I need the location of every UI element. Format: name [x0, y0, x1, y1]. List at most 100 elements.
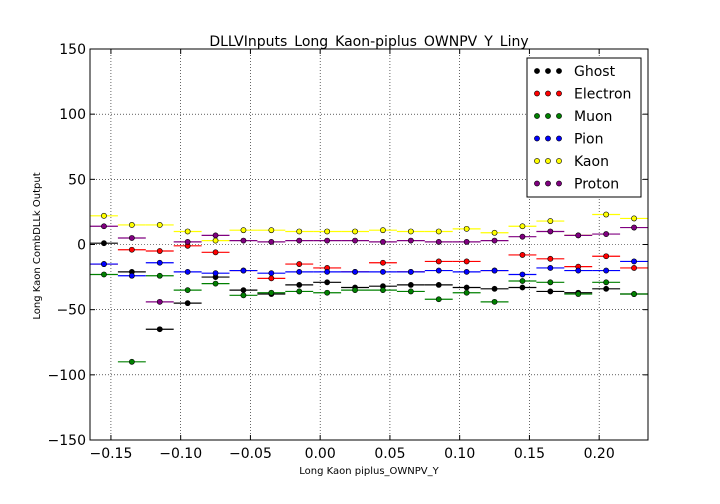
series-pion	[90, 258, 648, 279]
legend-item-muon: Muon	[534, 109, 612, 125]
legend: Ghost Electron Muon Pion Kaon Proton	[526, 57, 642, 198]
data-point	[380, 268, 386, 275]
data-point	[296, 268, 303, 275]
series-layer	[90, 211, 648, 365]
data-point	[101, 261, 107, 267]
data-point	[463, 289, 470, 296]
data-point	[296, 282, 303, 288]
data-point	[547, 265, 554, 271]
data-point	[463, 225, 470, 232]
data-point	[268, 289, 275, 296]
data-point	[575, 291, 582, 297]
series-proton	[90, 223, 648, 305]
data-point	[603, 253, 610, 260]
data-point	[631, 265, 637, 271]
data-point	[324, 268, 331, 275]
y-tick-label: 150	[59, 42, 86, 58]
data-point	[324, 289, 331, 296]
legend-item-ghost: Ghost	[534, 64, 616, 80]
data-point	[156, 259, 163, 266]
data-point	[547, 288, 554, 295]
x-tick-label: 0.10	[444, 446, 475, 462]
data-point	[212, 249, 219, 256]
legend-marker	[534, 90, 540, 97]
data-point	[324, 279, 331, 286]
legend-label: Ghost	[574, 64, 616, 80]
data-point	[519, 284, 526, 291]
x-tick-label: 0.05	[374, 446, 405, 462]
data-point	[575, 232, 582, 239]
y-tick-label: −100	[48, 368, 86, 384]
series-muon	[90, 271, 648, 365]
data-point	[435, 282, 442, 288]
legend-label: Kaon	[574, 154, 609, 170]
data-point	[380, 287, 386, 294]
data-point	[435, 296, 442, 303]
data-point	[519, 278, 526, 284]
legend-item-kaon: Kaon	[534, 154, 609, 170]
data-point	[463, 268, 470, 275]
data-point	[603, 231, 610, 237]
legend-item-pion: Pion	[534, 132, 603, 148]
data-point	[435, 267, 442, 274]
legend-marker	[534, 113, 540, 119]
data-point	[519, 252, 526, 258]
data-point	[352, 287, 358, 294]
data-point	[128, 235, 135, 241]
data-point	[519, 223, 526, 230]
data-point	[268, 275, 275, 282]
legend-item-proton: Proton	[534, 177, 619, 193]
data-point	[128, 246, 135, 253]
data-point	[491, 298, 498, 305]
legend-label: Muon	[574, 109, 612, 125]
data-point	[435, 228, 442, 235]
data-point	[352, 268, 358, 275]
x-tick-label: −0.10	[159, 446, 202, 462]
y-tick-label: 50	[68, 172, 86, 188]
data-point	[184, 228, 191, 235]
x-tick-label: 0.20	[584, 446, 615, 462]
data-point	[184, 238, 191, 245]
data-point	[240, 227, 247, 234]
data-point	[156, 248, 163, 254]
data-point	[547, 279, 554, 286]
data-point	[156, 272, 163, 279]
legend-marker	[545, 180, 551, 187]
legend-marker	[556, 135, 562, 142]
data-point	[268, 227, 275, 234]
legend-marker	[556, 90, 562, 97]
data-point	[352, 237, 358, 244]
data-point	[268, 270, 275, 277]
data-point	[212, 237, 219, 244]
data-point	[407, 282, 414, 288]
legend-marker	[556, 68, 562, 74]
legend-marker	[545, 113, 551, 119]
data-point	[380, 238, 386, 245]
legend-label: Electron	[574, 87, 631, 103]
data-point	[184, 268, 191, 275]
data-point	[240, 237, 247, 244]
y-tick-label: −150	[48, 433, 86, 449]
data-point	[268, 238, 275, 245]
data-point	[128, 272, 135, 279]
legend-marker	[534, 68, 540, 74]
data-point	[324, 237, 331, 244]
y-tick-label: 0	[77, 238, 86, 254]
data-point	[380, 259, 386, 266]
chart-title: DLLVInputs_Long_Kaon-piplus_OWNPV_Y_Liny	[209, 34, 528, 50]
data-point	[631, 224, 637, 231]
y-axis-label: Long Kaon CombDLLk Output	[32, 172, 43, 319]
data-point	[240, 287, 247, 294]
data-point	[435, 238, 442, 245]
x-tick-label: 0.00	[305, 446, 336, 462]
legend-marker	[545, 90, 551, 97]
data-point	[128, 358, 135, 365]
data-point	[547, 255, 554, 262]
data-point	[575, 267, 582, 274]
legend-marker	[545, 158, 551, 164]
data-point	[547, 228, 554, 235]
data-point	[463, 238, 470, 245]
legend-marker	[556, 113, 562, 119]
data-point	[212, 280, 219, 287]
